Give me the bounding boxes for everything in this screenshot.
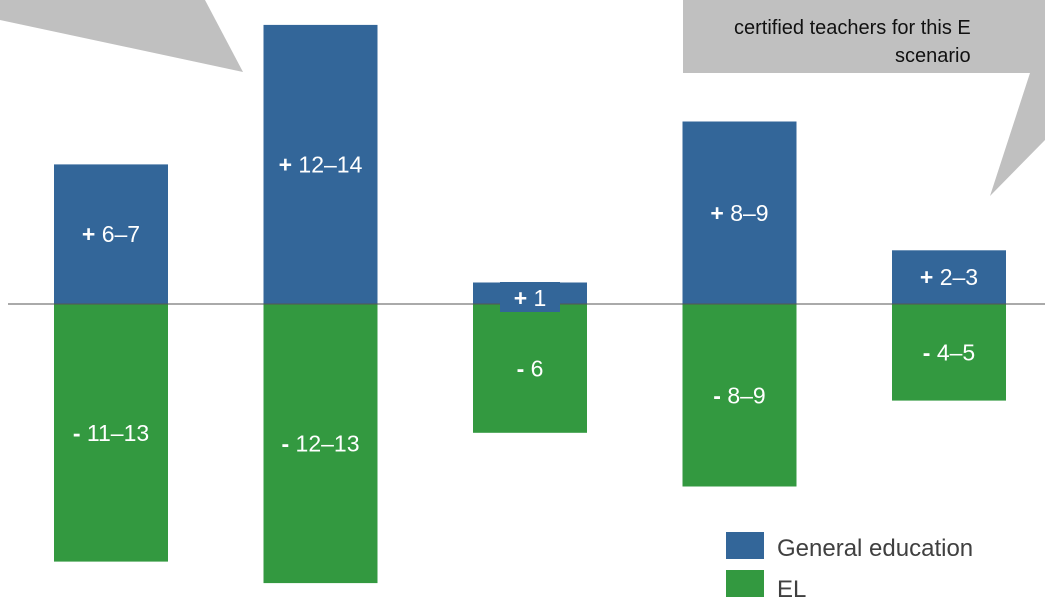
bar-el-2 — [263, 304, 378, 584]
legend-label-el: EL — [777, 576, 806, 603]
bar-label-sign: - — [923, 339, 931, 365]
bar-label-value: 6 — [524, 355, 543, 381]
bar-label-sign: + — [514, 285, 527, 311]
bar-label-general-education-3: + 1 — [514, 285, 547, 311]
bar-label-value: 8–9 — [724, 200, 769, 226]
callout-right-line-2: scenario — [895, 45, 971, 67]
bar-labels-group: + 6–7+ 12–14+ 1+ 8–9+ 2–3- 11–13- 12–13-… — [73, 151, 978, 456]
callout-right-line-1: certified teachers for this E — [734, 17, 971, 39]
bar-label-value: 1 — [527, 285, 546, 311]
bar-label-value: 6–7 — [95, 221, 140, 247]
bar-label-value: 2–3 — [933, 264, 978, 290]
legend-swatch-el — [726, 570, 764, 597]
bar-el-5 — [892, 304, 1006, 401]
bar-el-1 — [54, 304, 168, 562]
bar-label-sign: - — [713, 382, 721, 408]
bar-label-general-education-4: + 8–9 — [710, 200, 768, 226]
bar-label-general-education-1: + 6–7 — [82, 221, 140, 247]
callout-right-shape — [683, 0, 1045, 196]
bar-el-4 — [682, 304, 797, 487]
bar-label-bg-general-education-3 — [500, 282, 560, 312]
bar-label-sign: + — [279, 151, 292, 177]
bar-label-general-education-2: + 12–14 — [279, 151, 363, 177]
bar-label-el-2: - 12–13 — [281, 431, 359, 457]
legend-swatch-general-education — [726, 532, 764, 559]
bar-label-general-education-5: + 2–3 — [920, 264, 978, 290]
legend-label-general-education: General education — [777, 535, 973, 562]
bar-label-sign: + — [82, 221, 95, 247]
bar-general-education-2 — [263, 24, 378, 305]
bar-label-sign: - — [517, 355, 525, 381]
bar-label-sign: - — [281, 431, 289, 457]
bar-label-sign: - — [73, 420, 81, 446]
bar-general-education-4 — [682, 121, 797, 304]
bar-label-value: 12–14 — [292, 151, 363, 177]
bar-label-value: 4–5 — [930, 339, 975, 365]
bar-label-value: 11–13 — [81, 420, 150, 446]
bars-group — [54, 24, 1006, 584]
bar-label-el-5: - 4–5 — [923, 339, 975, 365]
bar-label-el-4: - 8–9 — [713, 382, 765, 408]
bar-general-education-5 — [892, 250, 1006, 304]
bar-label-sign: + — [920, 264, 933, 290]
bar-label-el-1: - 11–13 — [73, 420, 149, 446]
bar-label-value: 8–9 — [721, 382, 766, 408]
bar-general-education-1 — [54, 164, 168, 304]
callout-left-shape — [0, 0, 243, 72]
bar-label-value: 12–13 — [289, 431, 359, 457]
bar-el-3 — [473, 304, 587, 433]
bar-label-el-3: - 6 — [517, 355, 544, 381]
bar-label-sign: + — [710, 200, 723, 226]
